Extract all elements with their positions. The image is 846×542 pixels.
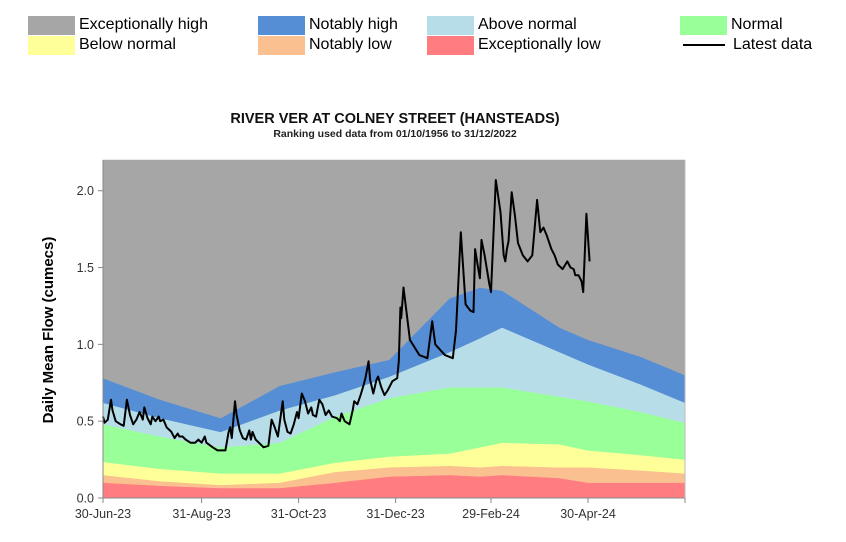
legend-swatch-normal xyxy=(680,15,727,35)
x-tick-label: 30-Jun-23 xyxy=(75,507,131,521)
bands-group xyxy=(102,159,686,499)
legend-swatch-notably-high xyxy=(258,15,305,35)
legend-label: Notably high xyxy=(309,16,398,33)
y-tick-label: 0.0 xyxy=(77,492,94,506)
legend-swatch-below-normal xyxy=(28,35,75,55)
legend-label: Exceptionally high xyxy=(79,16,208,33)
legend-item-exceptionally-high: Exceptionally high xyxy=(28,15,208,35)
x-tick-label: 31-Aug-23 xyxy=(172,507,230,521)
x-tick-label: 31-Oct-23 xyxy=(271,507,327,521)
y-tick-label: 2.0 xyxy=(77,184,94,198)
legend-label: Above normal xyxy=(478,16,577,33)
legend-label: Notably low xyxy=(309,36,392,53)
y-tick-label: 1.0 xyxy=(77,338,94,352)
legend-swatch-exceptionally-low xyxy=(427,35,474,55)
legend-item-normal: Normal xyxy=(680,15,783,35)
y-axis-label: Daily Mean Flow (cumecs) xyxy=(40,237,57,424)
axes-group: 0.0 0.5 1.0 1.5 2.0 30-Jun-23 31-Aug-23 31-Oct-… xyxy=(75,160,686,521)
legend-item-latest-data: Latest data xyxy=(680,36,812,54)
legend-item-exceptionally-low: Exceptionally low xyxy=(427,35,601,55)
y-tick-label: 1.5 xyxy=(77,261,94,275)
x-tick-label: 29-Feb-24 xyxy=(462,507,520,521)
chart-title: RIVER VER AT COLNEY STREET (HANSTEADS) xyxy=(230,111,560,127)
legend-label: Below normal xyxy=(79,36,176,53)
legend-item-above-normal: Above normal xyxy=(427,15,577,35)
legend: Exceptionally high Below normal Notably … xyxy=(0,0,846,60)
latest-data-group xyxy=(102,179,591,452)
x-tick-label: 30-Apr-24 xyxy=(560,507,616,521)
legend-item-notably-low: Notably low xyxy=(258,35,392,55)
legend-swatch-exceptionally-high xyxy=(28,15,75,35)
x-tick-label: 31-Dec-23 xyxy=(366,507,424,521)
legend-label: Latest data xyxy=(733,36,813,53)
legend-label: Exceptionally low xyxy=(478,36,601,53)
legend-swatch-notably-low xyxy=(258,35,305,55)
legend-swatch-above-normal xyxy=(427,15,474,35)
chart-subtitle: Ranking used data from 01/10/1956 to 31/… xyxy=(273,128,517,140)
legend-line-latest-data xyxy=(683,44,725,46)
legend-item-below-normal: Below normal xyxy=(28,35,176,55)
y-tick-label: 0.5 xyxy=(77,415,94,429)
legend-item-notably-high: Notably high xyxy=(258,15,398,35)
series-line-latest-data xyxy=(102,179,591,452)
legend-label: Normal xyxy=(731,16,783,33)
